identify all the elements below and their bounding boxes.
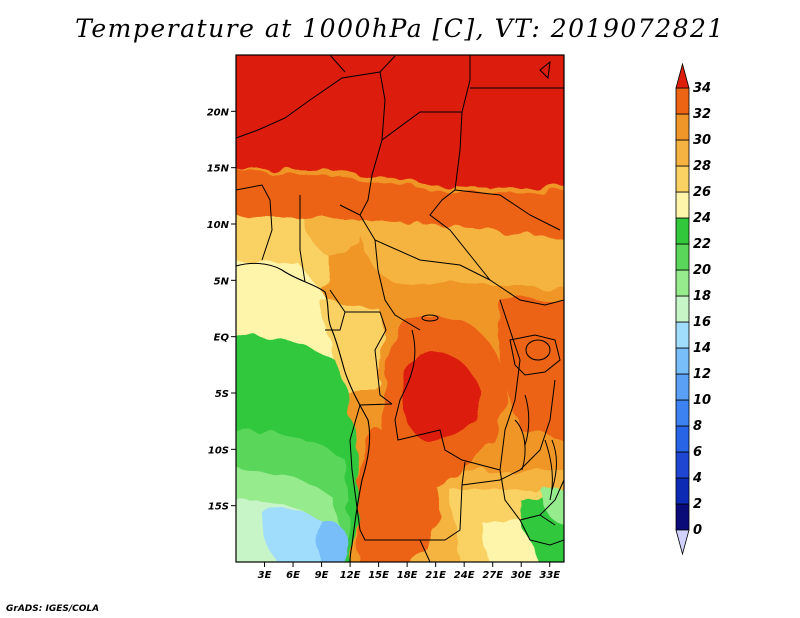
y-tick-label: 20N bbox=[207, 107, 230, 118]
x-tick-label: 3E bbox=[258, 570, 272, 581]
colorbar-segment bbox=[675, 217, 690, 245]
colorbar-segment bbox=[675, 477, 690, 505]
y-tick-label: 15S bbox=[208, 502, 229, 513]
colorbar-segment bbox=[675, 113, 690, 141]
y-tick-label: 5N bbox=[214, 276, 230, 287]
colorbar-label: 10 bbox=[693, 393, 711, 408]
colorbar-segment bbox=[675, 399, 690, 427]
colorbar-label: 34 bbox=[693, 81, 711, 96]
colorbar-segment bbox=[675, 295, 690, 323]
y-tick-label: EQ bbox=[214, 333, 230, 344]
colorbar-label: 6 bbox=[693, 445, 702, 460]
colorbar-label: 14 bbox=[693, 341, 711, 356]
temperature-field bbox=[236, 55, 564, 562]
colorbar-label: 20 bbox=[693, 263, 711, 278]
y-tick-label: 10N bbox=[207, 220, 230, 231]
colorbar-segment bbox=[675, 321, 690, 349]
colorbar-label: 0 bbox=[693, 523, 702, 538]
x-tick-label: 12E bbox=[340, 570, 361, 581]
x-tick-label: 15E bbox=[368, 570, 389, 581]
colorbar-label: 30 bbox=[693, 133, 711, 148]
colorbar-label: 26 bbox=[693, 185, 711, 200]
colorbar-segment bbox=[675, 451, 690, 479]
grads-credit: GrADS: IGES/COLA bbox=[6, 604, 100, 614]
x-tick-label: 24E bbox=[454, 570, 475, 581]
lakes bbox=[421, 60, 557, 491]
y-tick-label: 5S bbox=[215, 389, 229, 400]
colorbar-segment bbox=[675, 139, 690, 167]
colorbar-segment bbox=[675, 165, 690, 193]
x-tick-label: 18E bbox=[397, 570, 418, 581]
y-axis: 20N 15N 10N 5N EQ 5S 10S 15S bbox=[207, 107, 236, 513]
x-tick-label: 21E bbox=[425, 570, 446, 581]
colorbar-over-triangle bbox=[675, 62, 690, 89]
colorbar-label: 22 bbox=[693, 237, 711, 252]
map-frame bbox=[235, 54, 565, 563]
x-tick-label: 30E bbox=[511, 570, 532, 581]
colorbar-label: 16 bbox=[693, 315, 711, 330]
colorbar-label: 18 bbox=[693, 289, 711, 304]
colorbar-segment bbox=[675, 425, 690, 453]
colorbar-segment bbox=[675, 373, 690, 401]
colorbar-segment bbox=[675, 243, 690, 271]
colorbar-label: 32 bbox=[693, 107, 711, 122]
colorbar-label: 12 bbox=[693, 367, 711, 382]
colorbar-segment bbox=[675, 347, 690, 375]
x-tick-label: 6E bbox=[286, 570, 300, 581]
colorbar-label: 24 bbox=[693, 211, 711, 226]
country-boundaries bbox=[236, 55, 564, 562]
colorbar-segment bbox=[675, 269, 690, 297]
colorbar-under-triangle bbox=[675, 529, 690, 556]
x-tick-label: 33E bbox=[539, 570, 560, 581]
colorbar-label: 2 bbox=[693, 497, 702, 512]
colorbar-segment bbox=[675, 191, 690, 219]
coastline bbox=[236, 262, 371, 562]
colorbar-label: 8 bbox=[693, 419, 702, 434]
colorbar-label: 28 bbox=[693, 159, 711, 174]
colorbar-segment bbox=[675, 87, 690, 115]
map-title: Temperature at 1000hPa [C], VT: 20190728… bbox=[75, 14, 725, 43]
y-tick-label: 15N bbox=[207, 164, 230, 175]
colorbar-label: 4 bbox=[692, 471, 702, 486]
x-tick-label: 9E bbox=[315, 570, 329, 581]
colorbar-segment bbox=[675, 503, 690, 531]
y-tick-label: 10S bbox=[208, 445, 229, 456]
x-tick-label: 27E bbox=[482, 570, 503, 581]
x-axis: 3E 6E 9E 12E 15E 18E 21E 24E 27E 30E 33E bbox=[258, 562, 560, 581]
